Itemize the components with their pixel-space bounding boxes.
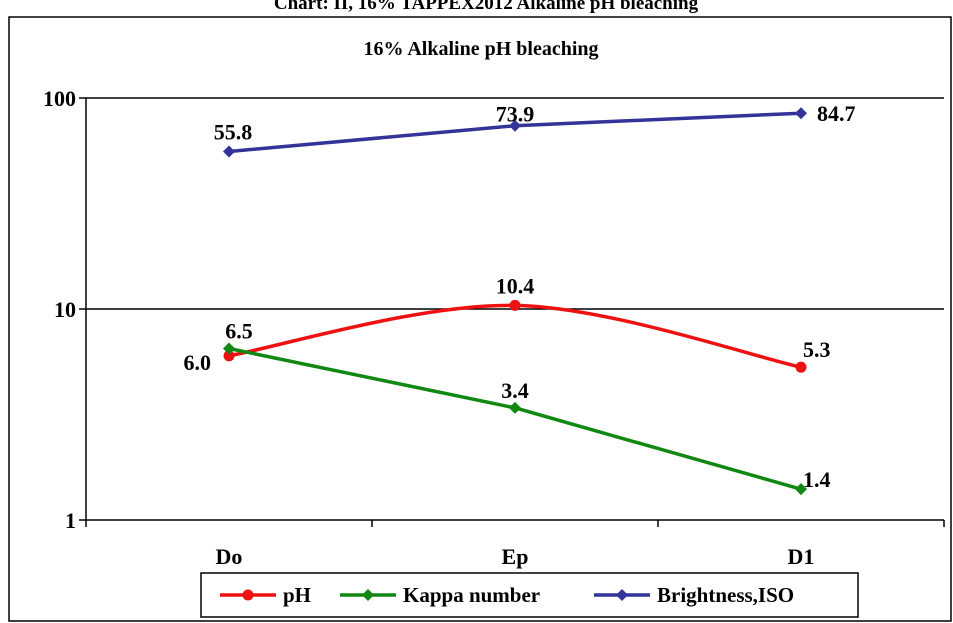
x-tick-label: Do — [216, 544, 243, 569]
data-point-ph — [509, 299, 521, 311]
legend-box — [200, 572, 859, 618]
data-point-ph — [795, 361, 807, 373]
y-tick-label: 10 — [54, 297, 76, 322]
legend-label-kappa: Kappa number — [403, 583, 540, 607]
legend-label-brightness: Brightness,ISO — [657, 583, 794, 607]
data-point-brightness — [509, 119, 521, 132]
legend: pH Kappa number Brightness,ISO — [200, 572, 859, 618]
chart-frame — [8, 16, 952, 622]
legend-item-kappa: Kappa number — [340, 583, 540, 607]
data-label-kappa: 3.4 — [501, 378, 529, 403]
y-tick-label: 100 — [43, 86, 76, 111]
data-label-ph: 5.3 — [803, 337, 831, 362]
legend-marker-ph — [242, 589, 254, 601]
data-label-brightness: 84.7 — [817, 101, 856, 126]
plot-area: 1 10 100 Do Ep D1 6.0 10.4 5.3 6.5 3.4 1.4 55.8 73.9 8… — [43, 86, 945, 569]
data-label-ph: 6.0 — [184, 350, 212, 375]
data-point-kappa — [795, 483, 807, 496]
data-point-kappa — [509, 401, 521, 414]
data-point-ph — [223, 350, 235, 362]
data-label-ph: 10.4 — [496, 273, 535, 298]
data-point-brightness — [223, 145, 235, 158]
data-label-kappa: 1.4 — [803, 467, 831, 492]
data-point-brightness — [795, 107, 807, 120]
x-tick-label: Ep — [502, 544, 529, 569]
legend-item-ph: pH — [220, 583, 311, 607]
page-title: Chart: II, 16% TAPPEX2012 Alkaline pH bl… — [274, 0, 699, 14]
legend-item-brightness: Brightness,ISO — [594, 583, 794, 607]
y-tick-label: 1 — [65, 508, 76, 533]
legend-marker-kappa — [362, 589, 374, 601]
chart-title: 16% Alkaline pH bleaching — [363, 38, 598, 60]
x-tick-label: D1 — [788, 544, 815, 569]
legend-label-ph: pH — [283, 583, 311, 607]
data-label-kappa: 6.5 — [225, 318, 253, 343]
data-point-kappa — [223, 342, 235, 355]
data-label-brightness: 73.9 — [496, 102, 535, 127]
data-label-brightness: 55.8 — [214, 119, 253, 144]
legend-marker-brightness — [616, 589, 628, 601]
